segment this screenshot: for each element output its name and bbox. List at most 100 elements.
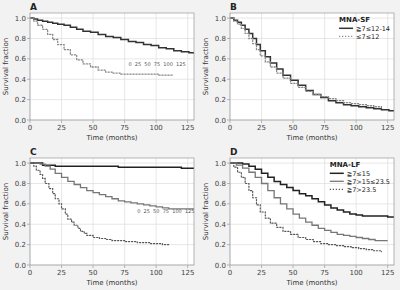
x-axis-label: Time (months) bbox=[85, 279, 137, 287]
tick-label: 25 bbox=[57, 269, 66, 277]
tick-label: 0.8 bbox=[215, 180, 226, 188]
tick-mark bbox=[27, 183, 30, 184]
grid-line bbox=[230, 203, 394, 204]
tick-label: 0.0 bbox=[215, 262, 226, 270]
tick-mark bbox=[27, 79, 30, 80]
tick-label: 0.6 bbox=[15, 55, 27, 63]
tick-label: 1.0 bbox=[15, 160, 26, 168]
grid-line bbox=[124, 13, 125, 120]
tick-label: 0.4 bbox=[15, 76, 27, 84]
x-axis-label: Time (months) bbox=[85, 134, 137, 142]
legend: MNA-LF≧7≤15≧7>15≤23.5≧7>23.5 bbox=[330, 161, 390, 194]
tick-label: 25 bbox=[257, 269, 266, 277]
grid-line bbox=[187, 13, 188, 120]
legend-swatch bbox=[339, 28, 353, 30]
grid-line bbox=[30, 163, 194, 164]
panel: 02550751001250.00.20.40.60.81.0BTime (mo… bbox=[202, 2, 394, 142]
tick-mark bbox=[187, 265, 188, 268]
tick-mark bbox=[227, 79, 230, 80]
grid-line bbox=[30, 58, 194, 59]
tick-label: 0.4 bbox=[215, 221, 227, 229]
legend-swatch bbox=[330, 173, 344, 175]
tick-label: 0.4 bbox=[215, 76, 227, 84]
step-line bbox=[230, 163, 388, 240]
legend-swatch bbox=[330, 189, 344, 190]
step-line bbox=[30, 163, 169, 245]
plot-area bbox=[230, 158, 394, 265]
tick-mark bbox=[27, 265, 30, 266]
tick-label: 50 bbox=[89, 124, 98, 132]
panel: 02550751001250.00.20.40.60.81.0DTime (mo… bbox=[202, 147, 394, 287]
tick-mark bbox=[261, 265, 262, 268]
data-area bbox=[230, 18, 394, 111]
grid-line bbox=[30, 203, 194, 204]
tick-mark bbox=[27, 120, 30, 121]
tick-label: 125 bbox=[181, 124, 194, 132]
tick-mark bbox=[27, 244, 30, 245]
tick-label: 1.0 bbox=[215, 160, 226, 168]
tick-label: 25 bbox=[57, 124, 66, 132]
tick-mark bbox=[124, 120, 125, 123]
tick-mark bbox=[293, 265, 294, 268]
tick-label: 1.0 bbox=[215, 15, 226, 23]
data-area bbox=[30, 163, 194, 245]
tick-label: 50 bbox=[289, 124, 298, 132]
legend: MNA-SF≧7≤12-14≤7≤12 bbox=[339, 16, 390, 41]
grid-line bbox=[30, 99, 194, 100]
tick-label: 0.2 bbox=[215, 241, 226, 249]
tick-label: 0.6 bbox=[15, 200, 27, 208]
tick-label: 0 bbox=[228, 124, 232, 132]
grid-line bbox=[230, 58, 394, 59]
tick-mark bbox=[261, 120, 262, 123]
tick-mark bbox=[227, 244, 230, 245]
grid-line bbox=[30, 244, 194, 245]
tick-label: 0 bbox=[28, 124, 32, 132]
tick-mark bbox=[156, 120, 157, 123]
tick-label: 25 bbox=[257, 124, 266, 132]
tick-mark bbox=[227, 183, 230, 184]
tick-mark bbox=[93, 265, 94, 268]
tick-mark bbox=[230, 265, 231, 268]
x-axis-label: Time (months) bbox=[285, 134, 337, 142]
grid-line bbox=[30, 18, 194, 19]
panel-label: B bbox=[230, 2, 237, 12]
annotation: 0 25 50 75 100 125 bbox=[128, 61, 185, 67]
tick-mark bbox=[324, 120, 325, 123]
plot-frame bbox=[30, 158, 194, 265]
tick-mark bbox=[227, 163, 230, 164]
legend-entry: ≧7>15≤23.5 bbox=[347, 178, 390, 186]
tick-label: 0.2 bbox=[15, 96, 26, 104]
figure: 02550751001250.00.20.40.60.81.0ATime (mo… bbox=[0, 0, 400, 290]
tick-label: 0.6 bbox=[215, 55, 227, 63]
step-line bbox=[230, 18, 381, 108]
grid-line bbox=[230, 79, 394, 80]
tick-mark bbox=[27, 163, 30, 164]
tick-mark bbox=[324, 265, 325, 268]
tick-mark bbox=[387, 265, 388, 268]
tick-label: 0.0 bbox=[15, 117, 26, 125]
tick-label: 0.8 bbox=[15, 35, 26, 43]
grid-line bbox=[30, 224, 194, 225]
tick-label: 0.4 bbox=[15, 221, 27, 229]
annotation: 0 25 50 75 100 125 bbox=[137, 208, 194, 214]
data-area bbox=[30, 18, 194, 75]
tick-label: 100 bbox=[149, 124, 162, 132]
panel: 02550751001250.00.20.40.60.81.0CTime (mo… bbox=[2, 147, 194, 287]
legend-title: MNA-LF bbox=[330, 161, 361, 169]
tick-mark bbox=[61, 120, 62, 123]
tick-mark bbox=[227, 203, 230, 204]
tick-mark bbox=[227, 58, 230, 59]
grid-line bbox=[30, 183, 194, 184]
tick-label: 1.0 bbox=[15, 15, 26, 23]
plot-frame bbox=[30, 13, 194, 120]
legend-entry: ≤7≤12 bbox=[356, 33, 379, 41]
tick-label: 0.0 bbox=[215, 117, 226, 125]
tick-mark bbox=[27, 18, 30, 19]
tick-mark bbox=[27, 203, 30, 204]
tick-mark bbox=[61, 265, 62, 268]
tick-mark bbox=[227, 18, 230, 19]
grid-line bbox=[324, 13, 325, 120]
grid-line bbox=[230, 163, 394, 164]
y-axis-label: Survival fraction bbox=[202, 38, 210, 95]
tick-mark bbox=[156, 265, 157, 268]
